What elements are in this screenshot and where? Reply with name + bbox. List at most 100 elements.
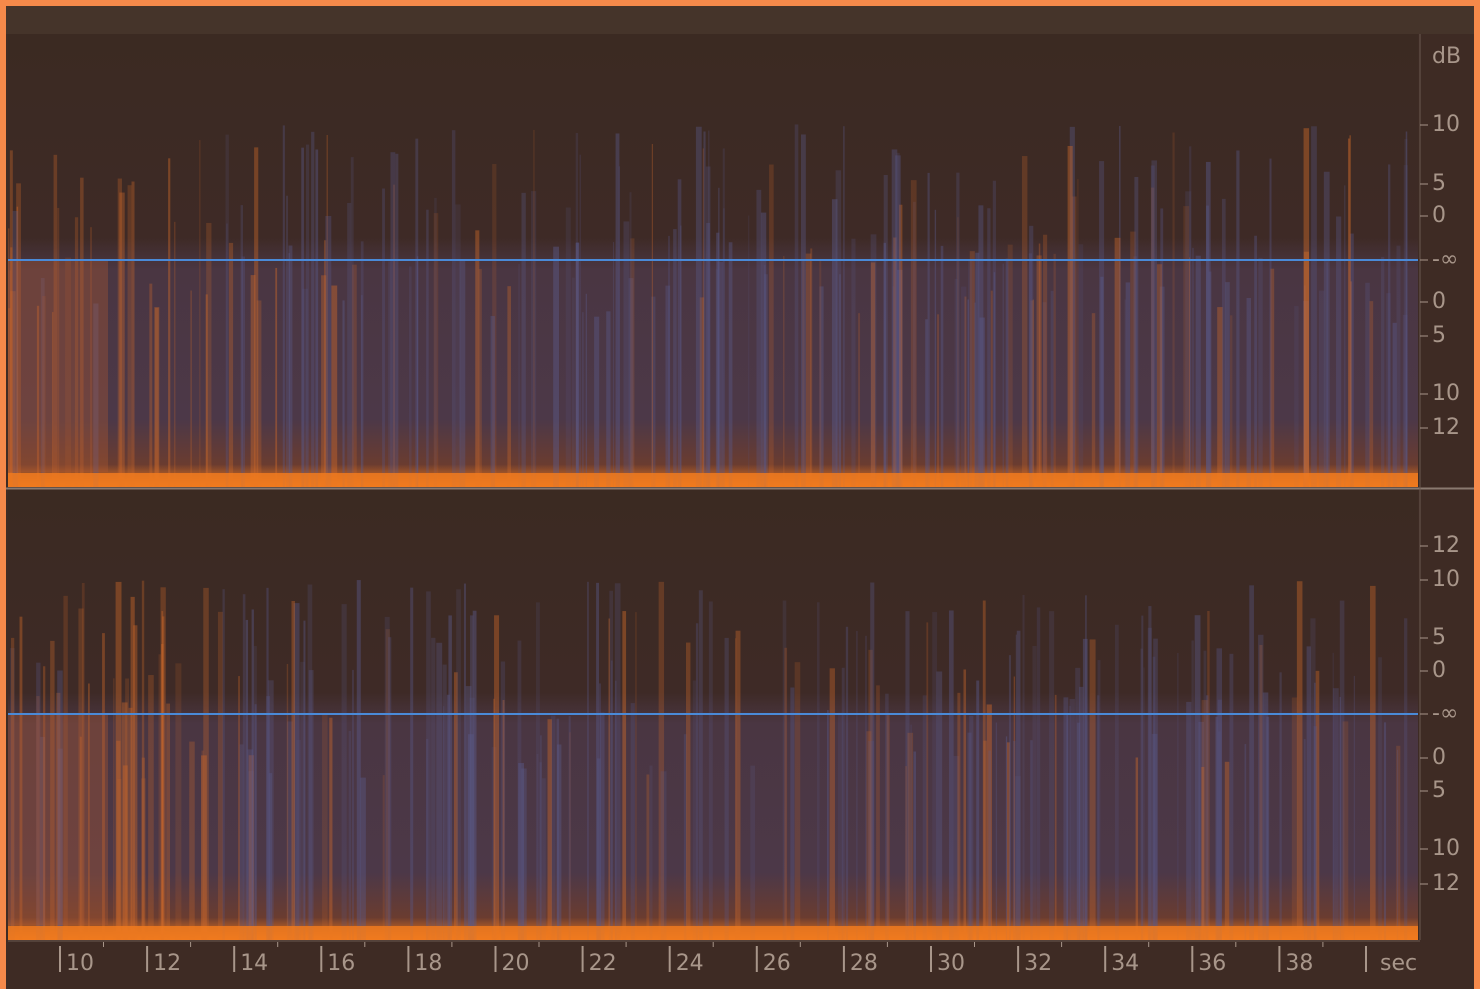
- db-label: 5: [1432, 625, 1446, 650]
- streak: [1249, 585, 1254, 940]
- streak: [57, 748, 63, 940]
- streak: [1244, 744, 1247, 940]
- streak: [819, 259, 822, 487]
- streak: [764, 274, 768, 487]
- streak: [1303, 251, 1310, 487]
- streak: [953, 756, 960, 940]
- streak: [321, 275, 327, 487]
- streak: [1225, 282, 1230, 487]
- streak: [748, 215, 750, 488]
- streak: [1029, 225, 1034, 488]
- db-label: 0: [1432, 289, 1446, 314]
- time-label: 28: [850, 951, 878, 976]
- streak: [1236, 150, 1240, 487]
- streak: [963, 669, 967, 940]
- streak: [609, 590, 614, 940]
- streak: [581, 312, 584, 487]
- streak: [475, 230, 480, 488]
- db-label: 12: [1432, 871, 1460, 896]
- streak: [382, 188, 385, 487]
- streak: [983, 740, 987, 940]
- db-label: -∞: [1432, 247, 1458, 272]
- streak: [356, 580, 361, 940]
- streak: [967, 259, 972, 487]
- streak: [347, 202, 352, 487]
- streak: [907, 732, 914, 940]
- streak: [1014, 776, 1021, 940]
- streak: [1353, 675, 1355, 940]
- streak: [1269, 158, 1272, 487]
- streak: [275, 267, 278, 487]
- streak: [635, 612, 637, 940]
- streak: [905, 611, 910, 940]
- streak: [507, 286, 511, 487]
- streak: [1192, 247, 1194, 487]
- streak: [350, 157, 354, 487]
- streak: [665, 285, 671, 487]
- streak: [992, 180, 996, 487]
- streak: [542, 778, 546, 940]
- streak: [141, 580, 145, 940]
- time-label: 24: [676, 951, 704, 976]
- streak: [615, 133, 620, 487]
- streak: [253, 646, 257, 940]
- streak: [149, 283, 153, 487]
- streak: [1030, 300, 1034, 487]
- streak: [683, 734, 687, 940]
- streak: [1077, 179, 1079, 487]
- time-label: 36: [1198, 951, 1226, 976]
- streak: [168, 158, 171, 487]
- streak: [93, 303, 99, 487]
- streak: [623, 221, 630, 487]
- streak: [892, 286, 895, 487]
- streak: [883, 175, 888, 487]
- streak: [912, 201, 916, 487]
- streak: [629, 192, 632, 487]
- streak: [969, 251, 975, 487]
- streak: [728, 242, 733, 487]
- time-label: 16: [327, 951, 355, 976]
- streak: [1038, 243, 1041, 487]
- streak: [969, 715, 974, 940]
- streak: [122, 765, 128, 940]
- streak: [550, 715, 556, 940]
- streak: [610, 660, 613, 940]
- streak: [735, 630, 741, 940]
- streak: [628, 278, 634, 487]
- streak: [63, 595, 68, 940]
- streak: [1007, 244, 1013, 487]
- streak: [189, 741, 195, 940]
- streak: [1114, 237, 1121, 487]
- streak: [121, 702, 128, 940]
- streak: [16, 206, 19, 488]
- streak: [883, 242, 887, 487]
- db-label: 5: [1432, 323, 1446, 348]
- streak: [1069, 698, 1075, 940]
- streak: [390, 152, 396, 487]
- streak: [248, 755, 254, 940]
- streak: [434, 197, 437, 487]
- streak: [1152, 656, 1156, 940]
- streak: [940, 245, 944, 487]
- streak: [1254, 235, 1257, 487]
- streak: [206, 222, 212, 487]
- streak: [1114, 624, 1119, 940]
- streak: [247, 749, 254, 940]
- db-label: 10: [1432, 112, 1460, 137]
- streak: [1042, 302, 1047, 487]
- streak: [618, 166, 621, 487]
- streak: [1221, 198, 1226, 487]
- streak: [1068, 705, 1071, 940]
- streak: [472, 610, 477, 940]
- streak: [556, 718, 560, 940]
- streak: [1296, 581, 1303, 940]
- db-label: 10: [1432, 381, 1460, 406]
- streak: [1405, 131, 1408, 487]
- streak: [268, 773, 273, 940]
- streak: [491, 747, 497, 940]
- streak: [782, 600, 787, 940]
- streak: [556, 744, 562, 940]
- streak: [858, 313, 861, 487]
- streak: [703, 131, 706, 487]
